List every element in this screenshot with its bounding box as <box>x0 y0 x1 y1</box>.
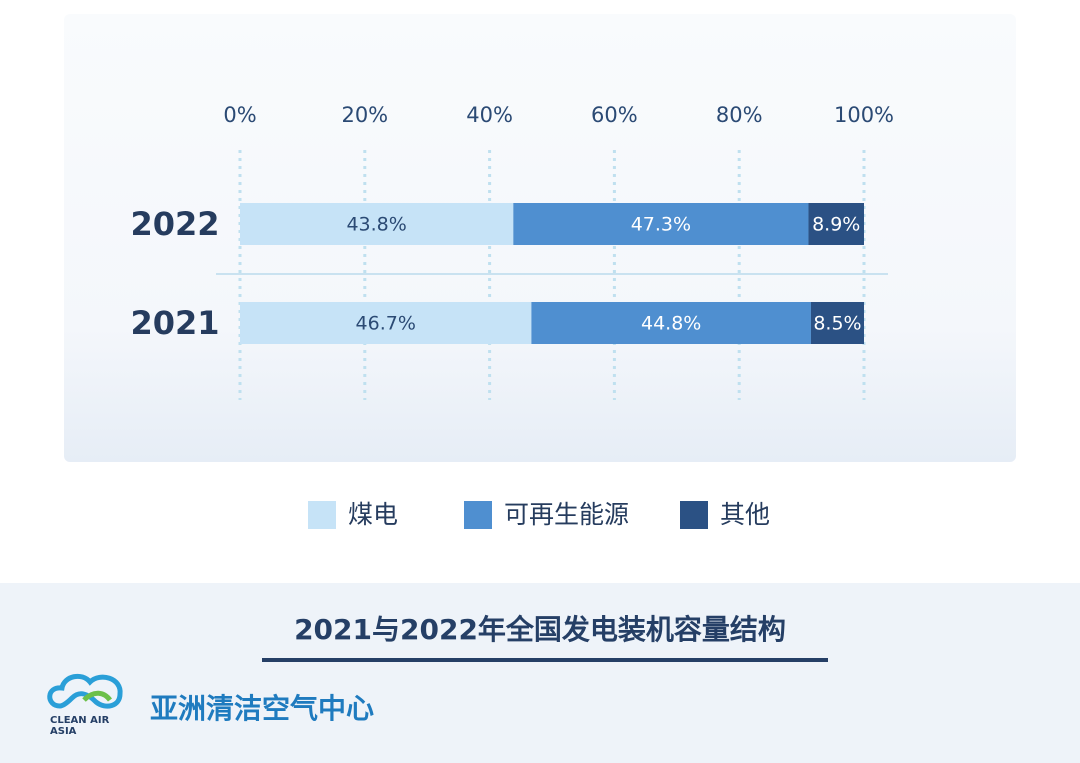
value-label: 8.9% <box>812 214 860 236</box>
logo-text: ASIA <box>50 726 77 737</box>
bar-segment <box>513 203 809 245</box>
chart-title: 2021与2022年全国发电装机容量结构 <box>294 613 786 646</box>
legend-label: 煤电 <box>348 500 398 529</box>
value-label: 46.7% <box>356 313 416 335</box>
x-tick-label: 20% <box>341 103 388 127</box>
value-label: 44.8% <box>641 313 701 335</box>
value-label: 43.8% <box>346 214 406 236</box>
legend-label: 其他 <box>720 500 770 529</box>
legend-swatch <box>680 501 708 529</box>
x-tick-label: 80% <box>716 103 763 127</box>
value-label: 47.3% <box>631 214 691 236</box>
logo-leaf <box>82 690 112 702</box>
y-tick-label: 2022 <box>130 205 219 243</box>
y-tick-label: 2021 <box>130 304 219 342</box>
logo: CLEAN AIR ASIA <box>47 673 123 737</box>
bar-segment <box>808 203 864 245</box>
bar-segment <box>240 302 532 344</box>
footer-band <box>0 583 1080 763</box>
legend-swatch <box>464 501 492 529</box>
x-tick-label: 60% <box>591 103 638 127</box>
x-tick-label: 40% <box>466 103 513 127</box>
logo-text: CLEAN AIR <box>50 715 110 726</box>
logo-cloud <box>47 673 123 709</box>
org-name: 亚洲清洁空气中心 <box>150 692 374 725</box>
x-tick-label: 100% <box>834 103 894 127</box>
bar-segment <box>810 302 864 344</box>
value-label: 8.5% <box>813 313 861 335</box>
x-tick-label: 0% <box>223 103 256 127</box>
legend-label: 可再生能源 <box>504 500 629 529</box>
bar-segment <box>531 302 811 344</box>
bar-segment <box>240 203 514 245</box>
legend-swatch <box>308 501 336 529</box>
